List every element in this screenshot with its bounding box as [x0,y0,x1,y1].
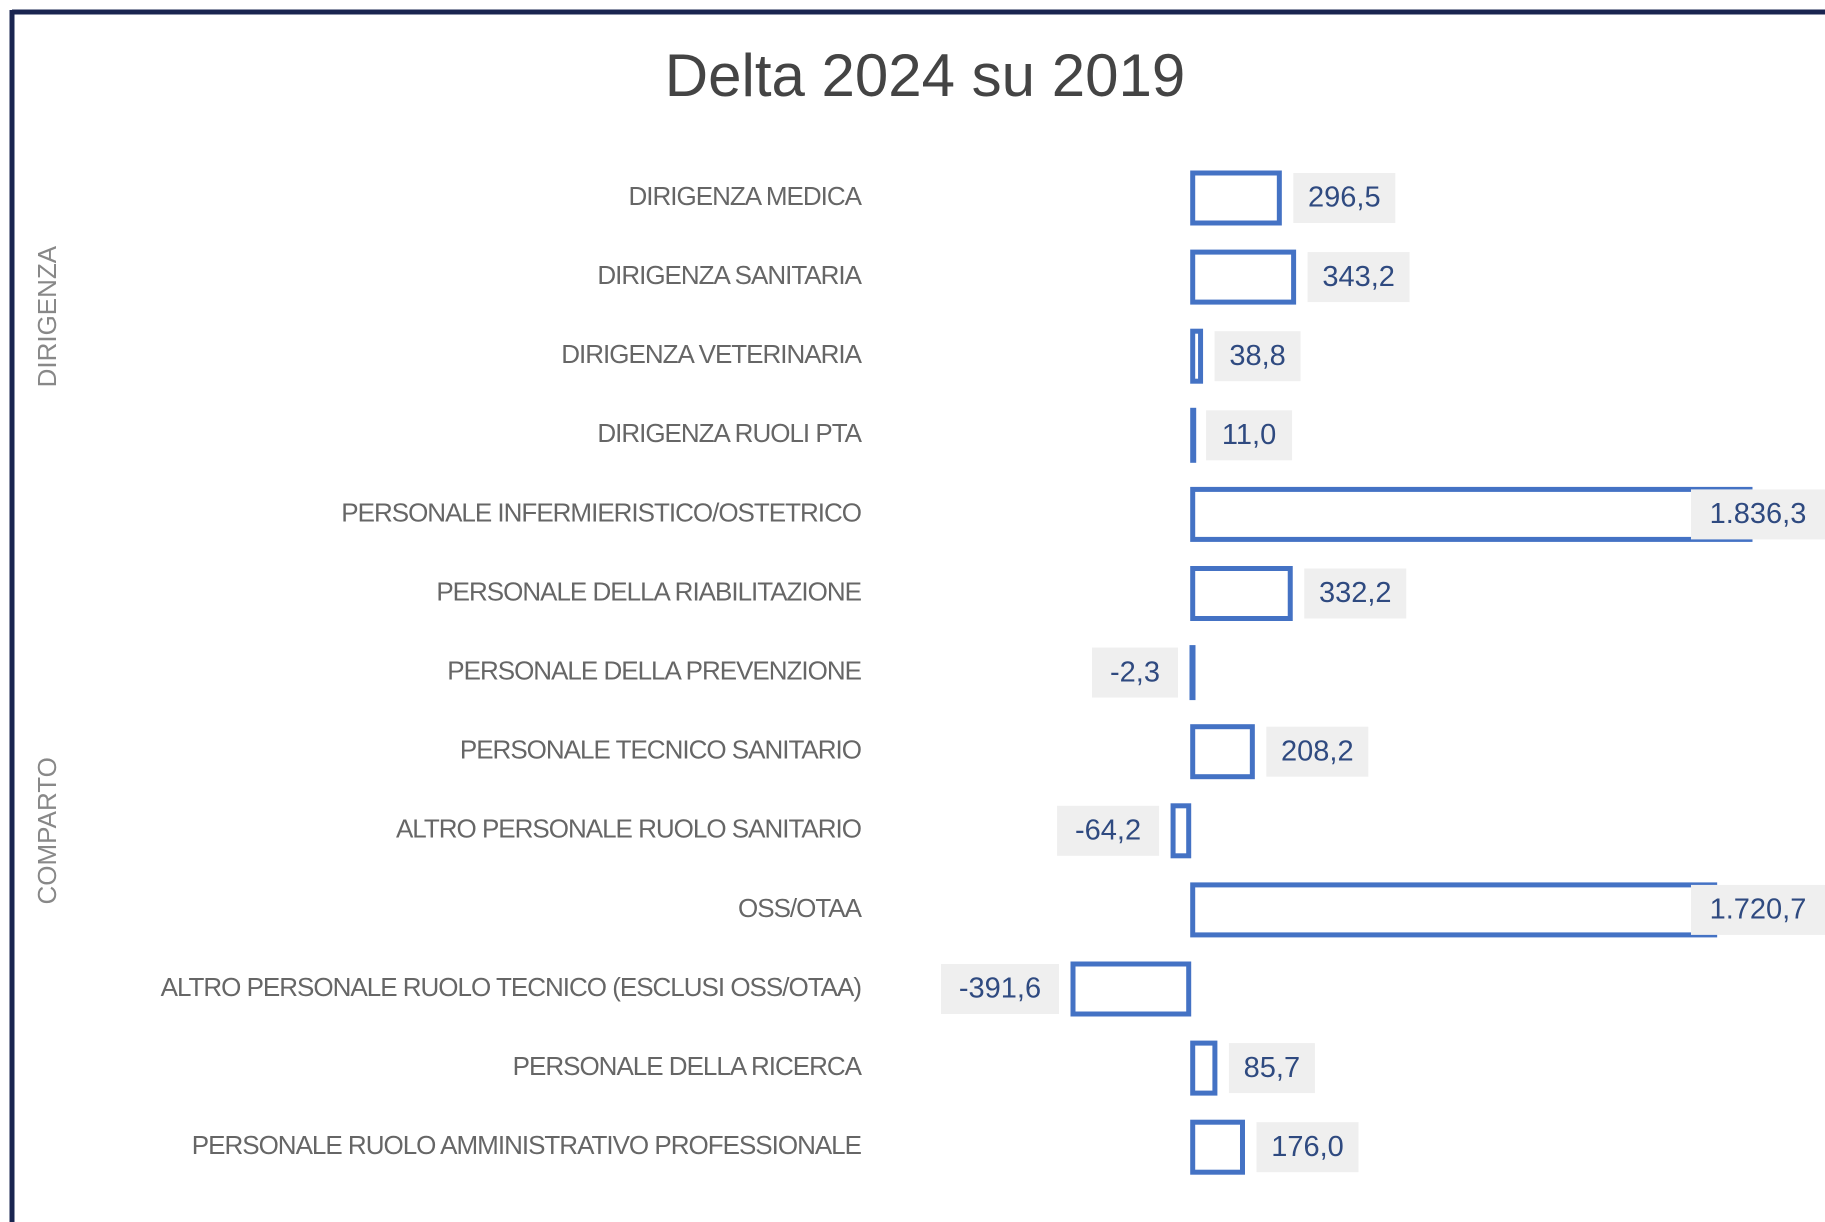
value-label-box [1293,173,1396,223]
category-label: OSS/OTAA [738,893,863,923]
bar [1190,486,1753,542]
value-label: 296,5 [1308,182,1381,214]
category-label: DIRIGENZA VETERINARIA [561,339,862,369]
category-label: PERSONALE INFERMIERISTICO/OSTETRICO [341,497,861,527]
bar [1190,1040,1218,1096]
value-label: 11,0 [1222,419,1276,451]
bar [1190,328,1204,384]
value-label-box [1206,410,1293,461]
bar [1190,407,1197,463]
category-label: PERSONALE DELLA PREVENZIONE [447,655,861,685]
bar [1070,961,1192,1017]
value-label-box [1228,1043,1315,1094]
category-label: DIRIGENZA MEDICA [629,181,863,211]
value-label: -391,6 [959,973,1041,1005]
category-label: ALTRO PERSONALE RUOLO TECNICO (ESCLUSI O… [161,972,862,1002]
category-label: ALTRO PERSONALE RUOLO SANITARIO [396,814,861,844]
value-label: 1.836,3 [1710,498,1807,530]
category-label: DIRIGENZA RUOLI PTA [597,418,862,448]
value-label: 85,7 [1244,1052,1300,1084]
category-label: PERSONALE RUOLO AMMINISTRATIVO PROFESSIO… [192,1130,862,1160]
value-label: 38,8 [1229,340,1285,372]
bar [1190,566,1293,621]
value-label: 332,2 [1319,577,1392,609]
group-label: COMPARTO [32,757,62,904]
value-label-box [1266,726,1369,777]
value-label-box [941,964,1059,1014]
value-label-box [1091,647,1178,698]
value-label-box [1256,1122,1359,1173]
bar [1170,803,1192,859]
value-label-box [1691,489,1825,540]
value-label: 208,2 [1281,735,1354,767]
value-label-box [1214,331,1301,382]
value-label: -64,2 [1075,814,1141,846]
value-label: -2,3 [1110,656,1160,688]
value-label: 1.720,7 [1710,894,1807,926]
bar [1190,724,1255,780]
bar [1190,170,1282,226]
bar [1189,645,1196,701]
category-label: PERSONALE TECNICO SANITARIO [460,735,861,765]
category-label: PERSONALE DELLA RICERCA [513,1051,863,1081]
value-label-box [1307,252,1410,303]
bar [1190,1119,1245,1175]
bar [1190,882,1718,938]
chart-title: Delta 2024 su 2019 [665,42,1185,109]
value-label: 343,2 [1322,261,1395,293]
value-label: 176,0 [1271,1131,1344,1163]
value-label-box [1304,568,1407,619]
bar [1190,249,1297,305]
value-label-box [1057,805,1160,856]
group-label: DIRIGENZA [32,245,62,387]
category-label: PERSONALE DELLA RIABILITAZIONE [436,576,861,606]
value-label-box [1691,884,1825,935]
category-label: DIRIGENZA SANITARIA [597,260,862,290]
